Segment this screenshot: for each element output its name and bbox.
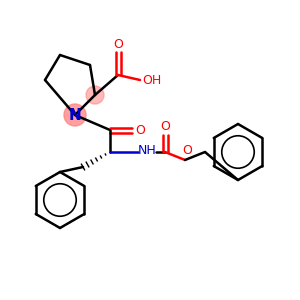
Text: O: O: [160, 121, 170, 134]
Text: NH: NH: [138, 145, 156, 158]
Text: O: O: [135, 124, 145, 136]
Circle shape: [86, 86, 104, 104]
Text: OH: OH: [142, 74, 162, 86]
Text: O: O: [182, 145, 192, 158]
Circle shape: [64, 104, 86, 126]
Text: O: O: [113, 38, 123, 52]
Text: N: N: [69, 107, 81, 122]
